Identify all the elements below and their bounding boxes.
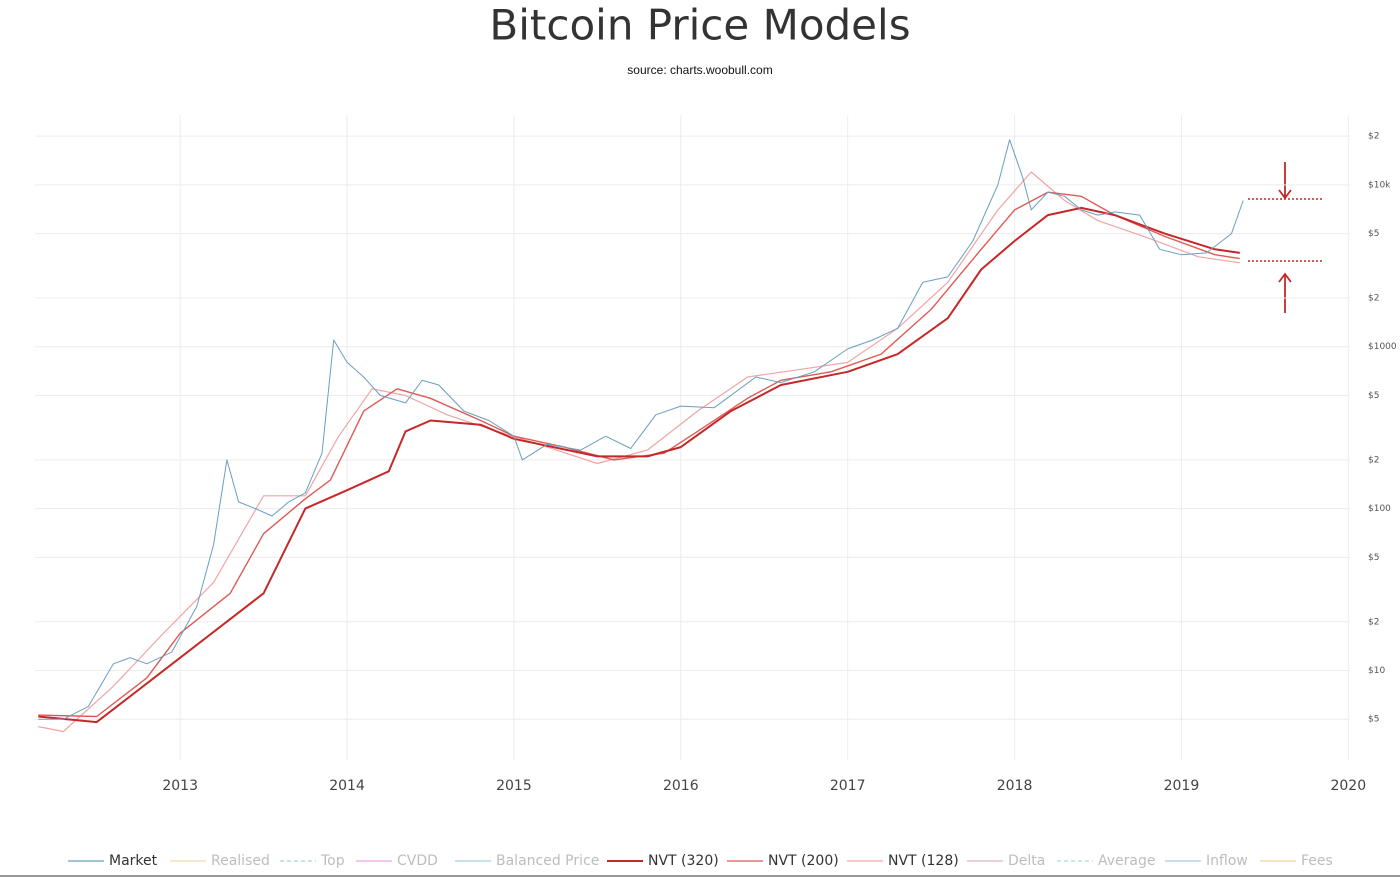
y-tick-label: $2 (1368, 617, 1379, 627)
y-tick-label: $1000 (1368, 342, 1397, 352)
chart-title: Bitcoin Price Models (489, 1, 910, 50)
legend-label: NVT (200) (768, 853, 839, 869)
legend-label: Top (320, 853, 345, 869)
legend-label: NVT (320) (648, 853, 719, 869)
legend-label: Average (1098, 853, 1156, 869)
legend-label: Realised (211, 853, 270, 869)
legend-item[interactable]: Top (280, 853, 345, 869)
y-tick-label: $2 (1368, 293, 1379, 303)
y-tick-label: $5 (1368, 391, 1379, 401)
down-arrow (1278, 162, 1292, 200)
legend-item[interactable]: NVT (128) (847, 853, 959, 869)
series-line (38, 206, 1240, 724)
x-tick-label: 2015 (496, 778, 532, 794)
up-arrow (1278, 272, 1292, 313)
legend-label: Balanced Price (496, 853, 599, 869)
legend-item[interactable]: NVT (200) (727, 853, 839, 869)
legend-item[interactable]: NVT (320) (607, 853, 719, 869)
x-tick-label: 2019 (1164, 778, 1200, 794)
legend-item[interactable]: Fees (1260, 853, 1333, 869)
legend-item[interactable]: Inflow (1165, 853, 1248, 869)
legend-item[interactable]: Realised (170, 853, 270, 869)
annotations (1248, 162, 1322, 313)
y-tick-label: $2 (1368, 132, 1379, 142)
y-tick-label: $5 (1368, 553, 1379, 563)
y-tick-label: $10 (1368, 666, 1385, 676)
x-tick-label: 2017 (830, 778, 866, 794)
legend-label: Delta (1008, 853, 1045, 869)
legend-item[interactable]: Delta (967, 853, 1045, 869)
x-tick-label: 2016 (663, 778, 699, 794)
series-line (38, 171, 1240, 733)
legend-label: Fees (1301, 853, 1333, 869)
x-tick-label: 2013 (162, 778, 198, 794)
y-tick-label: $5 (1368, 229, 1379, 239)
series-line (38, 191, 1240, 718)
x-tick-label: 2014 (329, 778, 365, 794)
legend-item[interactable]: Average (1057, 853, 1156, 869)
legend-label: Inflow (1206, 853, 1248, 869)
legend-item[interactable]: CVDD (356, 853, 438, 869)
legend-label: NVT (128) (888, 853, 959, 869)
x-tick-label: 2020 (1330, 778, 1366, 794)
y-tick-label: $2 (1368, 455, 1379, 465)
y-tick-label: $5 (1368, 715, 1379, 725)
y-tick-label: $100 (1368, 504, 1391, 514)
series-line (38, 139, 1244, 720)
legend-label: Market (109, 853, 158, 869)
legend-label: CVDD (397, 853, 438, 869)
y-tick-label: $10k (1368, 180, 1391, 190)
x-tick-label: 2018 (997, 778, 1033, 794)
legend-item[interactable]: Market (68, 853, 158, 869)
chart-subtitle: source: charts.woobull.com (627, 63, 772, 77)
legend-item[interactable]: Balanced Price (455, 853, 599, 869)
